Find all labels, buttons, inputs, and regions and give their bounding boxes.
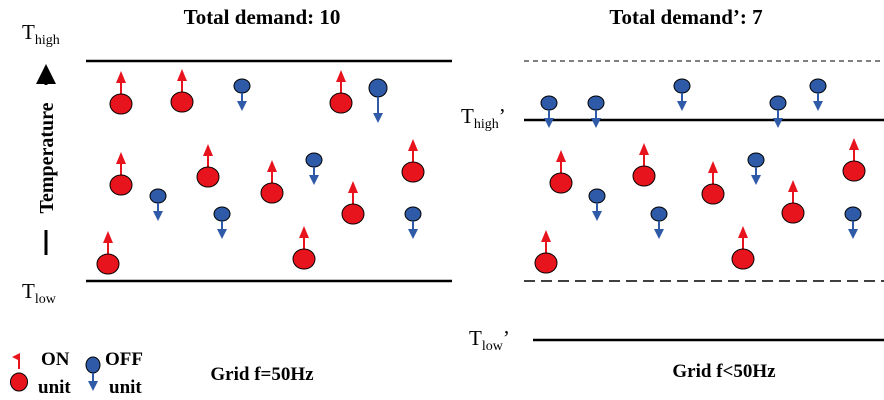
legend-on-icon [10, 353, 28, 392]
on-unit [401, 139, 425, 183]
right-t-low-label: Tlow’ [469, 326, 510, 354]
right-units [534, 78, 866, 274]
off-unit [149, 188, 167, 221]
legend-on-label: ON [41, 349, 70, 370]
right-grid-label: Grid f<50Hz [672, 361, 776, 382]
on-unit [549, 150, 573, 194]
off-unit [747, 152, 765, 185]
legend-off-unit-label: unit [109, 377, 142, 398]
on-unit [781, 180, 805, 224]
off-unit [305, 152, 323, 185]
on-unit [260, 160, 284, 204]
legend-on-unit-label: unit [38, 377, 71, 398]
on-unit [109, 71, 133, 115]
left-t-high-label: Thigh [22, 20, 60, 48]
off-unit [404, 206, 422, 239]
left-title: Total demand: 10 [184, 5, 341, 29]
off-unit [368, 78, 388, 123]
legend-off-icon [85, 356, 101, 391]
on-unit [701, 161, 725, 205]
off-unit [587, 95, 605, 128]
off-unit [540, 95, 558, 128]
on-unit [731, 226, 755, 270]
temperature-axis-label: Temperature [36, 102, 58, 213]
on-unit [170, 69, 194, 113]
on-unit [196, 144, 220, 188]
left-panel: Total demand: 10 Thigh Tlow Temperature … [22, 5, 452, 385]
off-unit [588, 188, 606, 221]
off-unit [673, 78, 691, 111]
temperature-axis: Temperature [36, 64, 58, 255]
on-unit [842, 138, 866, 182]
left-t-low-label: Tlow [22, 279, 57, 307]
right-panel: Total demand’: 7 Thigh’ Tlow’ Grid f<50H… [461, 5, 884, 382]
off-unit [233, 78, 251, 111]
on-unit [341, 181, 365, 225]
left-grid-label: Grid f=50Hz [210, 364, 314, 385]
right-t-high-label: Thigh’ [461, 104, 506, 132]
off-unit [809, 78, 827, 111]
legend-off-label: OFF [105, 349, 143, 370]
on-unit [534, 230, 558, 274]
on-unit [109, 152, 133, 196]
on-unit [292, 226, 316, 270]
on-unit [329, 70, 353, 114]
axis-arrowhead-icon [36, 64, 56, 84]
off-unit [769, 95, 787, 128]
off-unit [213, 206, 231, 239]
left-units [96, 69, 425, 275]
right-title: Total demand’: 7 [609, 5, 762, 29]
off-unit [844, 206, 862, 239]
off-unit [650, 206, 668, 239]
on-unit [96, 231, 120, 275]
on-unit [632, 143, 656, 187]
legend: ON unit OFF unit [10, 349, 143, 398]
